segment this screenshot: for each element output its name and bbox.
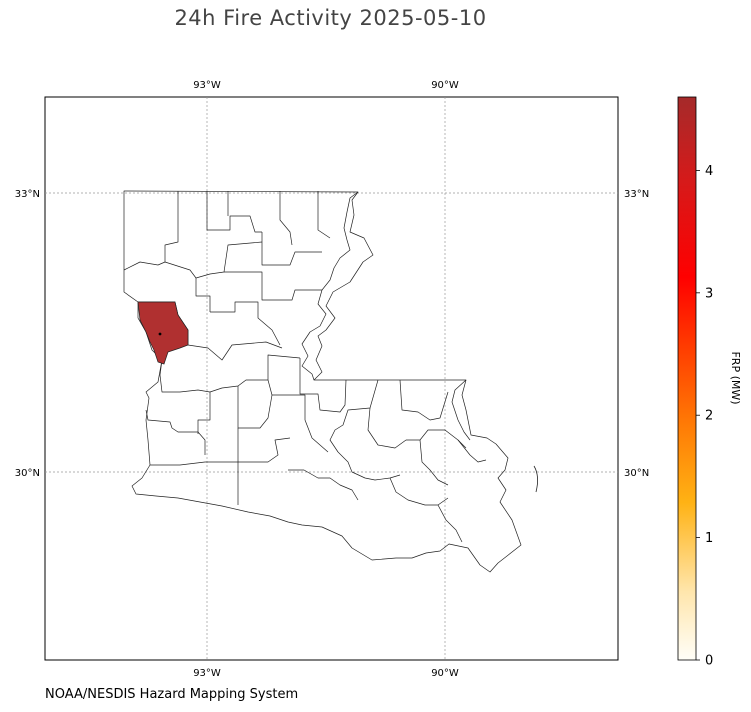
- fire-point[interactable]: [158, 332, 162, 336]
- lat-label-left-33n: 33°N: [15, 189, 40, 200]
- state-boundary: [123, 190, 522, 573]
- map-title: 24h Fire Activity 2025-05-10: [174, 6, 487, 30]
- colorbar-tick-label: 3: [705, 286, 713, 301]
- colorbar-tick-label: 4: [705, 164, 713, 179]
- lat-label-left-30n: 30°N: [15, 468, 40, 479]
- lat-label-right-33n: 33°N: [624, 189, 649, 200]
- lon-label-top-90w: 90°W: [431, 80, 459, 91]
- lon-label-bottom-90w: 90°W: [431, 668, 459, 679]
- graticule: [45, 97, 618, 660]
- colorbar-tick-label: 2: [705, 409, 713, 424]
- colorbar: [677, 96, 697, 661]
- colorbar-label: FRP (MW): [729, 351, 742, 404]
- lon-label-top-93w: 93°W: [193, 80, 221, 91]
- river-lower: [451, 379, 471, 441]
- map-frame: [44, 96, 619, 661]
- colorbar-tick-label: 0: [705, 654, 713, 669]
- lat-label-right-30n: 30°N: [624, 468, 649, 479]
- data-source-footer: NOAA/NESDIS Hazard Mapping System: [45, 687, 299, 702]
- lon-label-bottom-93w: 93°W: [193, 668, 221, 679]
- chandeleur-islands: [533, 465, 538, 493]
- louisiana-outline: [123, 190, 522, 573]
- colorbar-ticks: 0 1 2 3 4: [696, 164, 713, 669]
- fire-parish-highlight[interactable]: [137, 301, 189, 365]
- colorbar-tick-label: 1: [705, 531, 713, 546]
